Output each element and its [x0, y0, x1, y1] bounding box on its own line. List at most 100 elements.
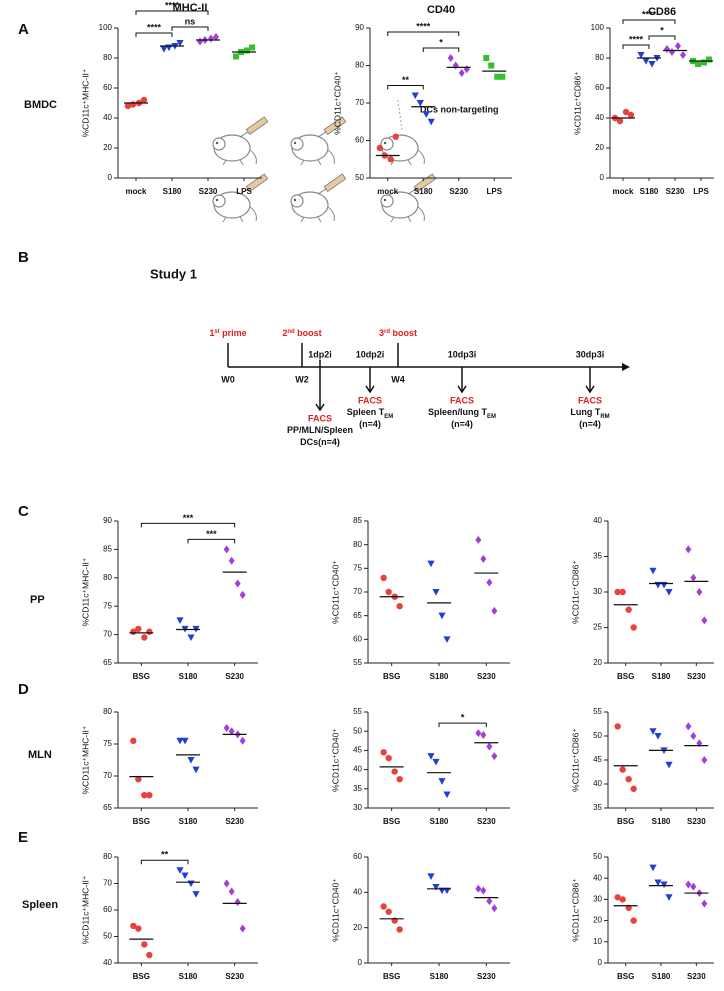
y-tick-label: 40 — [593, 516, 602, 525]
x-tick-label: S180 — [414, 187, 433, 196]
data-point — [239, 736, 246, 745]
x-tick-label: S230 — [449, 187, 468, 196]
y-tick-label: 80 — [353, 540, 362, 549]
data-point — [380, 574, 387, 581]
data-point — [146, 792, 153, 799]
data-point — [176, 737, 184, 745]
x-tick-label: mock — [126, 187, 147, 196]
y-axis-label: %CD11c⁺CD40⁺ — [330, 728, 340, 792]
significance-label: **** — [416, 21, 431, 31]
y-tick-label: 25 — [593, 623, 602, 632]
syringe — [239, 116, 269, 138]
data-point — [619, 588, 626, 596]
data-point — [187, 880, 195, 888]
facs-detail: PP/MLN/Spleen — [287, 425, 353, 435]
y-tick-label: 65 — [103, 658, 112, 667]
y-tick-label: 70 — [103, 630, 112, 639]
intranasal-drop — [397, 99, 403, 131]
data-point — [427, 118, 435, 126]
y-tick-label: 80 — [103, 852, 112, 861]
y-tick-label: 0 — [108, 173, 113, 182]
y-tick-label: 65 — [103, 803, 112, 812]
data-point — [181, 872, 189, 880]
data-point — [480, 731, 487, 740]
y-tick-label: 50 — [355, 173, 364, 182]
y-tick-label: 70 — [355, 98, 364, 107]
data-point — [380, 903, 387, 910]
x-tick-label: S180 — [430, 817, 449, 826]
data-point — [447, 54, 454, 62]
data-point — [176, 40, 184, 47]
significance-bracket — [187, 538, 236, 544]
data-point — [140, 96, 148, 104]
data-point — [685, 545, 692, 554]
data-point — [619, 766, 626, 773]
data-point — [438, 612, 446, 620]
significance-bracket — [135, 10, 209, 15]
mouse — [290, 134, 335, 166]
data-point — [187, 757, 195, 764]
facs-detail: (n=4) — [451, 419, 473, 429]
facs-text: (n=4) — [579, 419, 601, 429]
data-point — [427, 873, 435, 881]
x-tick-label: S180 — [179, 817, 198, 826]
y-tick-label: 40 — [103, 958, 112, 967]
y-tick-label: 20 — [103, 143, 112, 152]
x-tick-label: BSG — [617, 972, 634, 981]
data-point — [141, 941, 148, 948]
y-tick-label: 80 — [103, 573, 112, 582]
x-tick-label: BSG — [383, 972, 400, 981]
facs-detail: (n=4) — [579, 419, 601, 429]
data-point — [685, 880, 692, 889]
y-tick-label: 10 — [593, 937, 602, 946]
x-tick-label: mock — [377, 187, 398, 196]
y-tick-label: 60 — [353, 852, 362, 861]
data-point — [458, 69, 465, 77]
data-point — [642, 58, 650, 65]
facs-detail: Lung TRM — [570, 407, 609, 419]
data-point — [223, 879, 230, 888]
data-point — [701, 616, 708, 625]
y-axis-label: %CD11c⁺CD86⁺ — [570, 878, 580, 942]
data-point — [432, 589, 440, 596]
y-tick-label: 50 — [353, 726, 362, 735]
data-point — [438, 778, 446, 785]
y-tick-label: 100 — [99, 23, 113, 32]
y-tick-label: 85 — [103, 545, 112, 554]
data-point — [475, 884, 482, 893]
data-point — [630, 624, 637, 631]
data-point — [616, 117, 624, 125]
timepoint-label: 1dp2i — [308, 349, 332, 359]
data-point — [680, 51, 686, 59]
data-point — [675, 42, 681, 50]
data-point — [396, 776, 403, 783]
y-axis-label: %CD11c⁺CD40⁺ — [330, 878, 340, 942]
facs-text: Spleen/lung T — [428, 407, 488, 417]
y-tick-label: 80 — [595, 53, 604, 62]
data-point — [396, 603, 403, 610]
y-tick-label: 85 — [353, 516, 362, 525]
data-point — [427, 753, 435, 760]
x-tick-label: S180 — [430, 672, 449, 681]
x-tick-label: S230 — [225, 672, 244, 681]
data-point — [614, 723, 621, 730]
data-point — [649, 728, 657, 735]
significance-bracket — [648, 35, 676, 40]
significance-bracket — [140, 522, 236, 528]
significance-label: **** — [165, 0, 180, 10]
facs-detail: Spleen/lung TEM — [428, 407, 496, 419]
y-tick-label: 50 — [593, 731, 602, 740]
y-tick-label: 0 — [598, 958, 603, 967]
x-tick-label: S230 — [687, 817, 706, 826]
significance-bracket — [171, 26, 209, 31]
facs-label: FACS — [578, 395, 602, 405]
facs-label: FACS — [308, 413, 332, 423]
mouse — [212, 134, 257, 166]
data-point — [385, 588, 392, 596]
y-axis-label: %CD11c⁺MHC-II⁺ — [80, 875, 90, 944]
y-tick-label: 60 — [355, 136, 364, 145]
y-axis-label: %CD11c⁺MHC-II⁺ — [80, 725, 90, 794]
y-tick-label: 55 — [353, 707, 362, 716]
significance-bracket — [422, 47, 460, 52]
y-axis-label: %CD11c⁺CD40⁺ — [330, 560, 340, 624]
